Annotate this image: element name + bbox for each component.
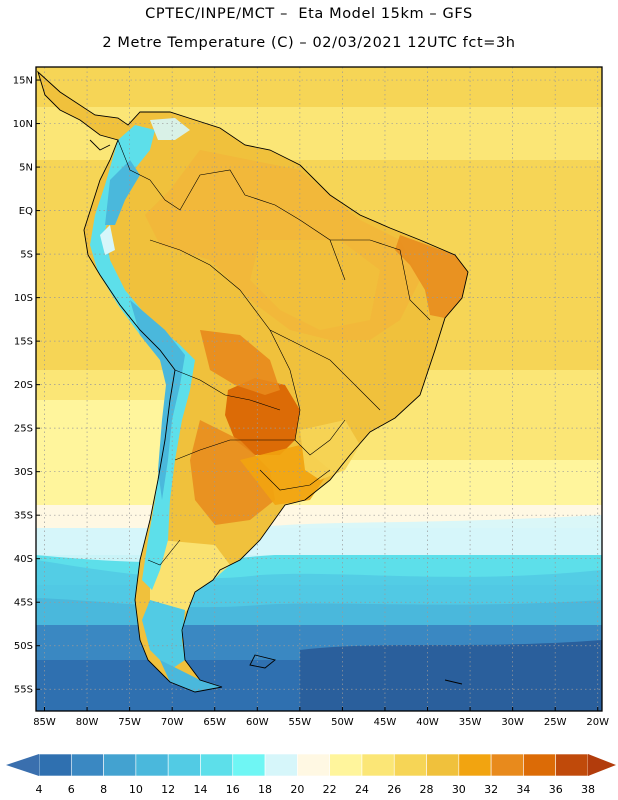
lon-tick-label: 65W bbox=[203, 717, 226, 728]
graticule bbox=[36, 67, 602, 711]
colorbar-swatch bbox=[297, 753, 330, 777]
lat-tick-label: 5N bbox=[19, 163, 33, 174]
colorbar-tick-label: 20 bbox=[290, 783, 304, 796]
colorbar-swatch bbox=[555, 753, 589, 777]
lon-tick-label: 80W bbox=[76, 717, 99, 728]
lat-tick-label: 55S bbox=[14, 685, 33, 696]
lon-tick-label: 75W bbox=[118, 717, 141, 728]
lon-tick-label: 50W bbox=[331, 717, 354, 728]
lon-tick-label: 85W bbox=[33, 717, 56, 728]
colorbar-swatch bbox=[329, 753, 363, 777]
lat-tick-label: 25S bbox=[14, 424, 33, 435]
colorbar-high-arrow bbox=[588, 754, 616, 776]
colorbar-tick-label: 8 bbox=[100, 783, 107, 796]
colorbar-swatch bbox=[103, 753, 137, 777]
colorbar-swatch bbox=[361, 753, 395, 777]
colorbar-tick-label: 16 bbox=[226, 783, 240, 796]
colorbar-tick-label: 32 bbox=[484, 783, 498, 796]
colorbar-tick-label: 36 bbox=[549, 783, 563, 796]
colorbar-swatch bbox=[200, 753, 234, 777]
colorbar-tick-label: 26 bbox=[387, 783, 401, 796]
lat-tick-label: 45S bbox=[14, 598, 33, 609]
colorbar-tick-label: 24 bbox=[355, 783, 369, 796]
lon-tick-label: 30W bbox=[501, 717, 524, 728]
colorbar-swatch bbox=[490, 753, 524, 777]
lat-tick-label: 20S bbox=[14, 380, 33, 391]
colorbar-tick-label: 10 bbox=[129, 783, 143, 796]
colorbar-swatch bbox=[426, 753, 460, 777]
region-southern-patagonia bbox=[142, 600, 185, 670]
longitude-labels: 85W 80W 75W 70W 65W 60W 55W 50W 45W 40W 35W 30W 25W 2… bbox=[33, 707, 609, 728]
temperature-field bbox=[36, 67, 602, 711]
colorbar-tick-label: 6 bbox=[68, 783, 75, 796]
lon-tick-label: 45W bbox=[374, 717, 397, 728]
colorbar-swatch bbox=[70, 753, 104, 777]
colorbar-labels: 4 6 8 10 12 14 16 18 20 22 24 26 28 30 32 34 36 38 bbox=[36, 783, 596, 796]
colorbar-tick-label: 28 bbox=[420, 783, 434, 796]
region-andes-cold bbox=[90, 125, 195, 590]
colorbar-swatch bbox=[393, 753, 427, 777]
coastlines-and-borders bbox=[37, 70, 469, 693]
lat-tick-label: 15S bbox=[14, 337, 33, 348]
colorbar-tick-label: 12 bbox=[161, 783, 175, 796]
lon-tick-label: 25W bbox=[544, 717, 567, 728]
region-chaco-hot bbox=[225, 378, 300, 455]
colorbar-swatch bbox=[232, 753, 266, 777]
lon-tick-label: 60W bbox=[246, 717, 269, 728]
lat-tick-label: 35S bbox=[14, 511, 33, 522]
map-title-line-1: CPTEC/INPE/MCT – Eta Model 15km – GFS bbox=[145, 6, 473, 22]
map-frame bbox=[35, 66, 603, 712]
colorbar-swatch bbox=[135, 753, 169, 777]
lon-tick-label: 40W bbox=[416, 717, 439, 728]
lon-tick-label: 35W bbox=[459, 717, 482, 728]
colorbar-swatch bbox=[167, 753, 201, 777]
lat-tick-label: 30S bbox=[14, 467, 33, 478]
colorbar-tick-label: 14 bbox=[193, 783, 207, 796]
region-patagonia bbox=[150, 540, 230, 620]
colorbar-swatch bbox=[264, 753, 298, 777]
lat-tick-label: EQ bbox=[19, 206, 33, 217]
lon-tick-label: 55W bbox=[289, 717, 312, 728]
lat-tick-label: 50S bbox=[14, 641, 33, 652]
colorbar-tick-label: 18 bbox=[258, 783, 272, 796]
lat-tick-label: 10N bbox=[13, 119, 33, 130]
colorbar-swatch bbox=[458, 753, 492, 777]
lon-tick-label: 20W bbox=[586, 717, 609, 728]
ocean-band-deep-cold bbox=[300, 640, 602, 711]
colorbar-tick-label: 22 bbox=[323, 783, 337, 796]
colorbar-swatch bbox=[523, 753, 557, 777]
colorbar-tick-label: 34 bbox=[516, 783, 530, 796]
colorbar-low-arrow bbox=[6, 754, 39, 776]
lat-tick-label: 10S bbox=[14, 293, 33, 304]
colorbar bbox=[6, 753, 616, 777]
region-northeast-brazil bbox=[395, 235, 468, 318]
ocean-band-caribbean bbox=[36, 67, 602, 107]
lat-tick-label: 15N bbox=[13, 76, 33, 87]
colorbar-swatch bbox=[38, 753, 72, 777]
colorbar-tick-label: 38 bbox=[581, 783, 595, 796]
lat-tick-label: 40S bbox=[14, 554, 33, 565]
map-title-line-2: 2 Metre Temperature (C) – 02/03/2021 12U… bbox=[102, 35, 516, 51]
colorbar-tick-label: 4 bbox=[36, 783, 43, 796]
lon-tick-label: 70W bbox=[161, 717, 184, 728]
lat-tick-label: 5S bbox=[20, 250, 33, 261]
colorbar-tick-label: 30 bbox=[452, 783, 466, 796]
latitude-labels: 15N 10N 5N EQ 5S 10S 15S 20S 25S 30S 35S 40S 45S 50S 5… bbox=[13, 76, 40, 696]
